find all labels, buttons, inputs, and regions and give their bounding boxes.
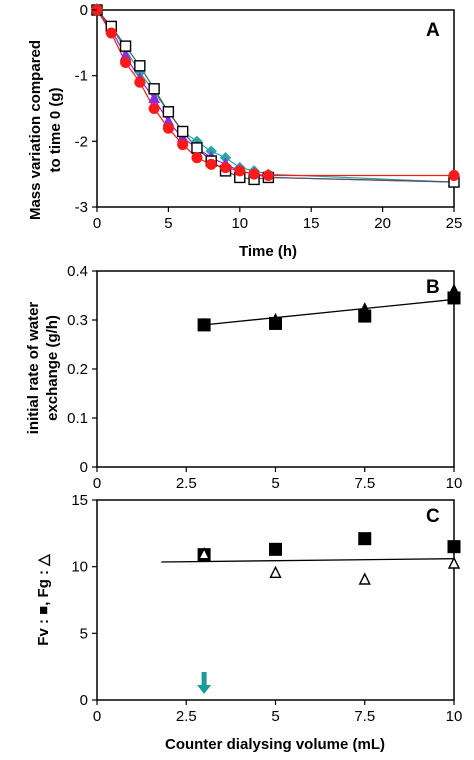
panel-a-point: [162, 106, 175, 118]
panel-c-x-tick-label: 10: [446, 708, 463, 725]
panel-a-label: A: [426, 20, 440, 41]
panel-c-point: [269, 542, 282, 556]
panel-a-point: [248, 168, 260, 180]
panel-c-x-tick-label: 5: [271, 708, 279, 725]
panel-a-y-tick-label: -3: [75, 199, 88, 216]
panel-a-y-tick-label: 0: [80, 2, 88, 19]
panel-a-x-tick-label: 5: [164, 215, 172, 232]
panel-a-y-tick-label: -1: [75, 68, 88, 85]
panel-b-x-tick-label: 0: [93, 475, 101, 492]
panel-a-point: [120, 57, 132, 69]
panel-b-y-tick-label: 0.1: [67, 410, 88, 427]
panel-a-x-tick-label: 10: [231, 215, 248, 232]
panel-c: C 0 2.5 5 7.5 10 0 5 10 15 Counter dialysing vol…: [35, 492, 462, 753]
panel-b-x-tick-label: 10: [446, 475, 463, 492]
panel-a-point: [119, 40, 132, 52]
panel-c-x-tick-label: 2.5: [176, 708, 197, 725]
panel-a-x-tick-label: 25: [446, 215, 463, 232]
panel-b: B 0 2.5 5 7.5 10 0 0.1 0.2 0.3 0.4 initial rate o…: [25, 263, 462, 492]
panel-a-frame: [96, 9, 455, 208]
panel-a-point: [220, 162, 232, 174]
panel-b-fit-line: [204, 298, 455, 326]
panel-b-y-tick-label: 0: [80, 459, 88, 476]
panel-b-x-tick-label: 5: [271, 475, 279, 492]
panel-a-point: [191, 152, 203, 164]
panel-a: A 0 5 10 15 20 25 -3 -2 -1 0 Time (h) Mass variat…: [27, 2, 462, 260]
panel-a-point: [205, 158, 217, 170]
panel-c-arrow-head: [197, 685, 212, 694]
panel-b-point: [358, 302, 371, 314]
panel-c-arrow-shaft: [201, 672, 207, 686]
panel-b-y-axis-title-line-1: initial rate of water: [25, 302, 42, 435]
panel-a-y-axis-title-line-2: to time 0 (g): [47, 87, 64, 172]
panel-c-x-tick-label: 7.5: [354, 708, 375, 725]
panel-b-label: B: [426, 277, 440, 298]
panel-a-point: [134, 76, 146, 88]
panel-c-x-axis-title: Counter dialysing volume (mL): [165, 736, 385, 753]
panel-c-frame: [96, 499, 455, 701]
panel-a-y-tick-label: -2: [75, 133, 88, 150]
panel-b-x-tick-label: 7.5: [354, 475, 375, 492]
panel-a-point: [148, 83, 160, 95]
panel-c-label: C: [426, 506, 440, 527]
panel-c-y-tick-label: 15: [71, 492, 88, 509]
panel-a-y-axis-title-line-1: Mass variation compared: [27, 40, 44, 220]
panel-a-series-line: [96, 9, 455, 183]
panel-a-point: [448, 169, 460, 181]
panel-c-point: [447, 556, 461, 569]
panel-b-y-tick-label: 0.4: [67, 263, 88, 280]
panel-c-fit-line: [161, 558, 455, 563]
panel-b-point: [269, 312, 282, 325]
panel-c-x-tick-label: 0: [93, 708, 101, 725]
panel-a-point: [162, 122, 174, 134]
panel-c-y-axis-title: Fv : ■, Fg : △: [35, 554, 52, 646]
panel-c-point: [358, 532, 372, 546]
panel-a-point: [148, 103, 160, 114]
panel-b-y-tick-label: 0.2: [67, 361, 88, 378]
panel-c-y-tick-label: 5: [80, 625, 88, 642]
panel-b-point: [198, 317, 210, 330]
panel-b-y-axis-title-line-2: exchange (g/h): [44, 315, 61, 421]
panel-b-y-tick-label: 0.3: [67, 312, 88, 329]
panel-b-frame: [96, 270, 455, 468]
panel-c-point: [358, 572, 371, 585]
panel-a-point: [177, 139, 189, 151]
panel-c-point: [447, 540, 461, 554]
panel-a-point: [191, 142, 203, 154]
panel-b-point: [448, 283, 460, 296]
panel-b-x-tick-label: 2.5: [176, 475, 197, 492]
panel-a-x-axis-title: Time (h): [239, 243, 297, 260]
panel-c-y-tick-label: 0: [80, 692, 88, 709]
panel-a-x-tick-label: 0: [93, 215, 101, 232]
panel-a-point: [262, 169, 274, 181]
panel-a-point: [234, 165, 246, 177]
panel-a-x-tick-label: 20: [374, 215, 391, 232]
panel-a-point: [105, 27, 117, 39]
panel-a-point: [134, 60, 146, 72]
panel-a-point: [148, 91, 160, 104]
panel-c-point: [197, 547, 211, 560]
panel-c-point: [269, 565, 282, 579]
panel-a-point: [176, 125, 189, 138]
panel-a-series-line: [96, 9, 455, 183]
panel-c-y-tick-label: 10: [71, 559, 88, 576]
panel-a-series-line: [96, 9, 455, 183]
panel-a-x-tick-label: 15: [303, 215, 320, 232]
